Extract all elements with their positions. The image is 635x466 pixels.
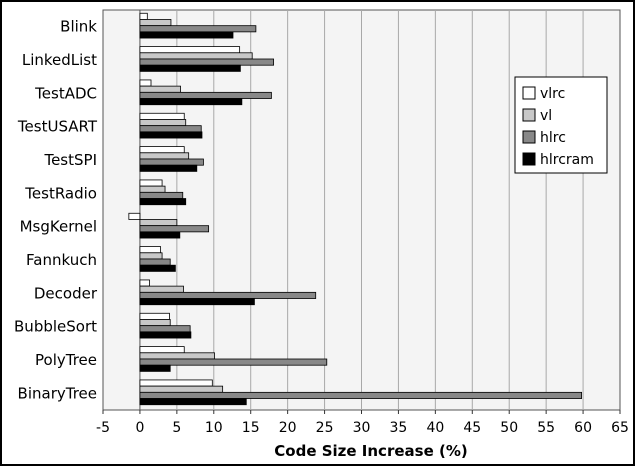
bar-vl bbox=[139, 319, 171, 327]
x-tick-label: 10 bbox=[205, 420, 223, 436]
category-label: TestADC bbox=[34, 84, 97, 102]
x-tick-label: 25 bbox=[316, 420, 334, 436]
bar-vl bbox=[139, 152, 190, 160]
category-label: BinaryTree bbox=[18, 384, 97, 402]
category-label: Decoder bbox=[34, 284, 98, 302]
bar-hlrc bbox=[139, 191, 184, 199]
x-tick-label: 50 bbox=[500, 420, 518, 436]
bar-hlrcram bbox=[139, 398, 247, 406]
category-label: LinkedList bbox=[22, 51, 97, 69]
bar-vl bbox=[139, 185, 166, 193]
bar-vlrc bbox=[139, 179, 163, 187]
bar-vlrc bbox=[128, 212, 141, 220]
category-label: TestSPI bbox=[43, 151, 97, 169]
legend-swatch-vlrc bbox=[522, 86, 536, 100]
category-label: Blink bbox=[60, 18, 97, 36]
bar-hlrc bbox=[139, 225, 210, 233]
bar-vl bbox=[139, 252, 163, 260]
bar-vl bbox=[139, 352, 215, 360]
bar-hlrc bbox=[139, 25, 257, 33]
legend-swatch-hlrcram bbox=[522, 152, 536, 166]
bar-vlrc bbox=[139, 346, 185, 354]
bar-vlrc bbox=[139, 12, 148, 20]
category-label: TestRadio bbox=[24, 184, 97, 202]
bar-vlrc bbox=[139, 46, 241, 54]
bar-vl bbox=[139, 85, 181, 93]
category-label: Fannkuch bbox=[26, 251, 97, 269]
bar-vl bbox=[139, 219, 178, 227]
x-tick-label: 30 bbox=[353, 420, 371, 436]
bar-hlrcram bbox=[139, 264, 176, 272]
bar-hlrc bbox=[139, 158, 204, 166]
x-axis-ticks: -5 0 5 10 15 20 25 30 35 40 45 50 55 60 65 bbox=[96, 410, 629, 436]
bar-vl bbox=[139, 385, 224, 393]
bar-hlrcram bbox=[139, 98, 243, 106]
bar-hlrcram bbox=[139, 231, 181, 239]
bar-hlrcram bbox=[139, 131, 203, 139]
bars-group bbox=[128, 12, 582, 406]
bar-hlrc bbox=[139, 391, 582, 399]
x-tick-label: 55 bbox=[537, 420, 555, 436]
x-tick-label: 65 bbox=[611, 420, 629, 436]
bar-vlrc bbox=[139, 312, 170, 320]
legend-label-hlrcram: hlrcram bbox=[540, 152, 594, 168]
bar-hlrc bbox=[139, 125, 202, 133]
legend-label-hlrc: hlrc bbox=[540, 130, 566, 146]
legend-label-vlrc: vlrc bbox=[540, 86, 565, 102]
bar-hlrc bbox=[139, 91, 272, 99]
legend-swatch-hlrc bbox=[522, 130, 536, 144]
bar-vlrc bbox=[139, 112, 185, 120]
category-label: MsgKernel bbox=[20, 218, 97, 236]
x-tick-label: 5 bbox=[172, 420, 181, 436]
bar-vl bbox=[139, 285, 184, 293]
bar-hlrcram bbox=[139, 31, 234, 39]
bar-hlrcram bbox=[139, 331, 192, 339]
bar-hlrcram bbox=[139, 198, 187, 206]
bar-hlrcram bbox=[139, 164, 198, 172]
bar-vlrc bbox=[139, 79, 152, 87]
bar-hlrc bbox=[139, 291, 317, 299]
bar-hlrc bbox=[139, 358, 328, 366]
bar-vl bbox=[139, 119, 187, 127]
x-axis-title: Code Size Increase (%) bbox=[274, 442, 467, 460]
legend-swatch-vl bbox=[522, 108, 536, 122]
x-tick-label: 40 bbox=[426, 420, 444, 436]
x-tick-label: 60 bbox=[574, 420, 592, 436]
bar-hlrcram bbox=[139, 364, 171, 372]
bar-hlrcram bbox=[139, 298, 255, 306]
bar-vl bbox=[139, 19, 172, 27]
bar-hlrcram bbox=[139, 64, 241, 72]
bar-hlrc bbox=[139, 325, 191, 333]
x-tick-label: 0 bbox=[135, 420, 144, 436]
legend-label-vl: vl bbox=[540, 108, 552, 124]
category-label: PolyTree bbox=[35, 351, 97, 369]
grid-lines bbox=[139, 10, 584, 410]
bar-vlrc bbox=[139, 379, 213, 387]
bar-vlrc bbox=[139, 246, 162, 254]
x-tick-label: 15 bbox=[242, 420, 260, 436]
legend: vlrc vl hlrc hlrcram bbox=[514, 76, 608, 174]
bar-vlrc bbox=[139, 146, 185, 154]
category-label: TestUSART bbox=[17, 118, 98, 136]
x-tick-label: 35 bbox=[390, 420, 408, 436]
bar-vl bbox=[139, 52, 253, 60]
category-labels: Blink LinkedList TestADC TestUSART TestSPI Te… bbox=[14, 18, 98, 403]
x-tick-label: 45 bbox=[463, 420, 481, 436]
x-tick-label: -5 bbox=[96, 420, 110, 436]
x-tick-label: 20 bbox=[279, 420, 297, 436]
category-label: BubbleSort bbox=[14, 318, 97, 336]
bar-hlrc bbox=[139, 58, 275, 66]
bar-vlrc bbox=[139, 279, 150, 287]
bar-hlrc bbox=[139, 258, 171, 266]
